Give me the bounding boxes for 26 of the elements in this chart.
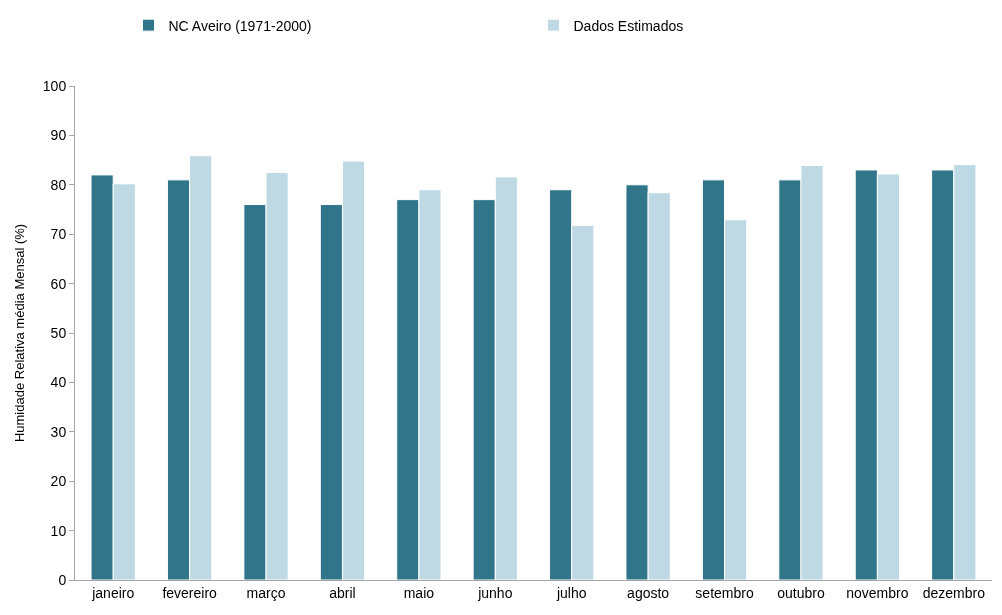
x-tick-label: julho xyxy=(555,584,587,601)
x-tick-label: novembro xyxy=(846,584,909,601)
y-axis-title: Humidade Relativa média Mensal (%) xyxy=(11,223,27,443)
y-tick-label: 90 xyxy=(50,127,67,144)
y-tick-label: 40 xyxy=(50,374,67,391)
x-tick-label: dezembro xyxy=(922,584,986,601)
x-tick-label: maio xyxy=(403,584,435,601)
x-tick-label: abril xyxy=(329,584,356,601)
x-tick-label: agosto xyxy=(627,584,670,601)
x-tick-label: janeiro xyxy=(91,584,135,601)
x-tick-label: setembro xyxy=(695,584,754,601)
legend-label: NC Aveiro (1971-2000) xyxy=(168,17,312,34)
y-tick-label: 30 xyxy=(50,423,67,440)
y-tick-label: 10 xyxy=(50,522,67,539)
y-tick-label: 80 xyxy=(50,176,67,193)
y-tick-label: 60 xyxy=(50,275,67,292)
legend-label: Dados Estimados xyxy=(573,17,684,34)
x-tick-label: março xyxy=(246,584,286,601)
y-tick-label: 70 xyxy=(50,226,67,243)
y-tick-label: 50 xyxy=(50,324,67,341)
y-tick-label: 20 xyxy=(50,473,67,490)
x-tick-label: outubro xyxy=(777,584,825,601)
x-tick-label: junho xyxy=(477,584,513,601)
y-tick-label: 100 xyxy=(42,77,67,94)
x-tick-label: fevereiro xyxy=(162,584,218,601)
y-tick-label: 0 xyxy=(58,571,67,588)
